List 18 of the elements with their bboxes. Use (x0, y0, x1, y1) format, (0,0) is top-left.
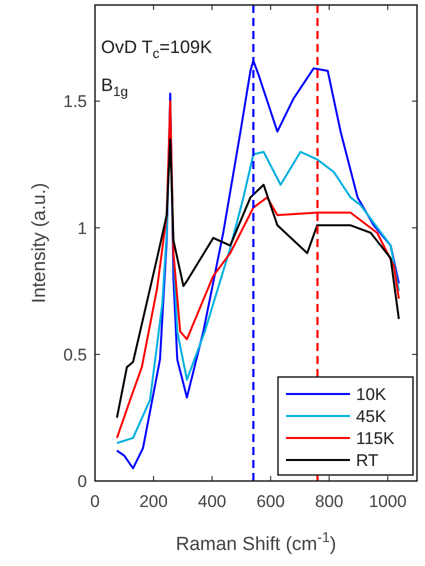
legend-label: RT (356, 451, 378, 470)
y-tick-label: 1.5 (63, 92, 87, 112)
legend-label: 10K (356, 385, 387, 404)
y-tick-label: 0 (78, 472, 87, 491)
x-tick-label: 400 (198, 492, 226, 511)
x-tick-label: 800 (314, 492, 344, 511)
y-tick-label: 1 (78, 218, 87, 238)
legend-label: 45K (356, 407, 387, 426)
annotation: B$_{1g}$ (101, 75, 128, 99)
annotation: OvD T$_{c}$=109K (101, 37, 212, 61)
x-axis-title: Raman Shift (cm$^{-1}$) (176, 530, 336, 555)
x-tick-label: 1000 (368, 492, 407, 511)
x-tick-label: 200 (139, 492, 168, 511)
x-tick-label: 0 (90, 492, 100, 511)
legend-label: 115K (356, 429, 396, 448)
y-tick-label: 0.5 (63, 345, 87, 364)
y-axis-title: Intensity (a.u.) (29, 182, 50, 304)
x-tick-label: 600 (256, 492, 285, 511)
